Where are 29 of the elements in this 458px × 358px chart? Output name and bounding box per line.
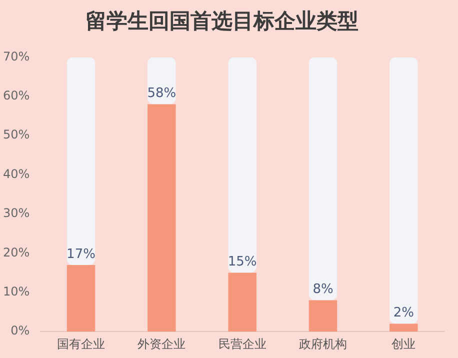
y-tick-label: 30%	[3, 206, 30, 220]
x-tick-label: 创业	[392, 336, 416, 351]
bar	[66, 264, 96, 332]
data-label: 8%	[312, 282, 334, 298]
y-tick-label: 0%	[10, 324, 30, 338]
bar	[228, 272, 256, 332]
bar	[390, 57, 418, 324]
data-label: 2%	[393, 306, 414, 321]
bar	[66, 57, 96, 265]
y-tick-label: 60%	[3, 88, 30, 103]
bar	[148, 104, 176, 332]
x-tick-label: 民营企业	[218, 336, 266, 351]
chart-title: 留学生回国首选目标企业类型	[86, 9, 358, 34]
y-tick-label: 70%	[3, 49, 30, 64]
y-tick-label: 40%	[3, 166, 30, 181]
x-tick-label: 国有企业	[57, 336, 106, 351]
data-label: 17%	[66, 246, 96, 262]
bar	[308, 57, 338, 300]
bar	[390, 324, 418, 332]
data-label: 15%	[228, 254, 257, 270]
y-tick-label: 20%	[3, 245, 30, 260]
x-tick-label: 政府机构	[299, 336, 347, 351]
bar	[308, 300, 338, 332]
bar	[148, 57, 176, 104]
y-tick-label: 10%	[3, 284, 30, 299]
x-tick-label: 外资企业	[138, 336, 186, 351]
y-tick-label: 50%	[3, 128, 30, 142]
data-label: 58%	[147, 86, 176, 102]
bar	[228, 57, 256, 273]
